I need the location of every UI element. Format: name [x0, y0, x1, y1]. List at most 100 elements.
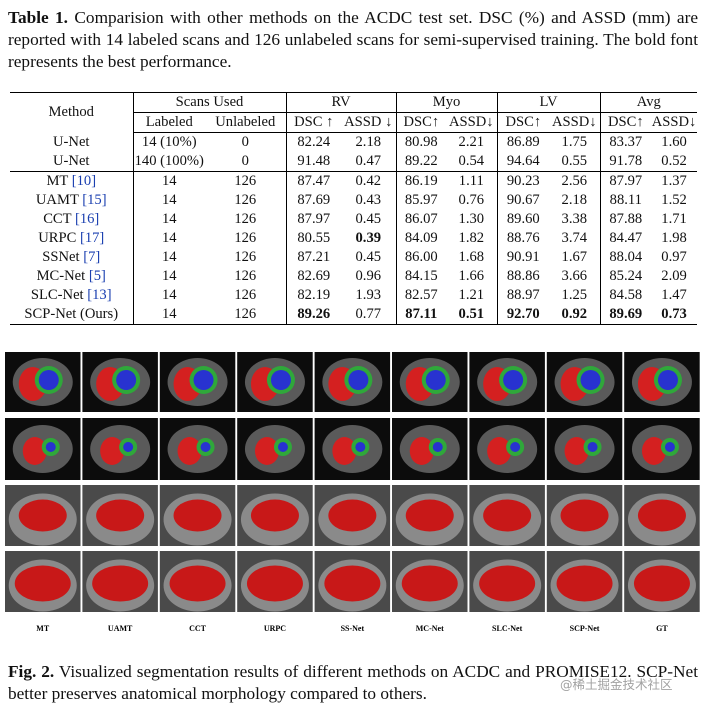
- value-cell: 3.38: [561, 211, 588, 227]
- value-cell: 87.21: [285, 248, 342, 267]
- value-cell: 2.18: [561, 192, 588, 208]
- method-cell: MC-Net [5]: [10, 267, 133, 286]
- subheader-metric: DSC ↑: [285, 112, 342, 133]
- value-cell: 87.11: [395, 305, 447, 325]
- lv: [38, 370, 59, 390]
- labeled-cell: 14: [132, 305, 205, 325]
- labeled-cell: 14: [132, 248, 205, 267]
- unlabeled-cell: 126: [205, 305, 287, 325]
- method-name: SLC-Net: [30, 287, 84, 303]
- value-cell: 82.24: [285, 132, 342, 152]
- prostate: [246, 565, 303, 602]
- value-cell: 82.19: [285, 286, 342, 305]
- thumbnail: [82, 418, 158, 480]
- method-cell: CCT [16]: [10, 210, 133, 229]
- prostate: [96, 499, 145, 532]
- value-cell: 87.97: [599, 171, 652, 191]
- thumbnail: [159, 352, 236, 412]
- rv: [254, 437, 279, 465]
- value-cell: 82.69: [285, 267, 342, 286]
- rv: [564, 437, 589, 465]
- thumbnail: [159, 551, 236, 612]
- value-cell: 88.86: [496, 267, 550, 286]
- lv: [193, 370, 214, 390]
- header-group: Myo: [395, 92, 498, 113]
- value-cell: 86.89: [496, 132, 550, 152]
- value-cell: 2.21: [458, 134, 485, 150]
- value-cell: 89.60: [496, 210, 550, 229]
- method-name: SSNet: [42, 249, 80, 265]
- labeled-cell: 140 (100%): [132, 152, 205, 172]
- method-cell: U-Net: [10, 133, 133, 153]
- value-cell: 1.52: [661, 192, 687, 208]
- value-cell: 89.26: [285, 305, 342, 325]
- value-cell: 1.75: [561, 134, 588, 150]
- value-cell: 88.11: [599, 191, 652, 210]
- table-row: UAMT [15] 14 126 87.69 0.43 85.97 0.76 90.67 2.1…: [10, 191, 697, 210]
- method-cell: URPC [17]: [10, 229, 133, 248]
- unlabeled-cell: 126: [234, 211, 257, 227]
- method-label: UAMT: [108, 624, 133, 633]
- value-cell: 87.47: [285, 171, 342, 191]
- value-cell: 0.54: [458, 153, 485, 169]
- table-row: CCT [16] 14 126 87.97 0.45 86.07 1.30 89.60 3.38…: [10, 210, 697, 229]
- prostate: [479, 565, 536, 602]
- value-cell: 1.11: [446, 171, 498, 191]
- lv: [45, 442, 56, 452]
- value-cell: 1.21: [458, 287, 485, 303]
- method-cell: UAMT [15]: [10, 191, 133, 210]
- value-cell: 92.70: [496, 305, 550, 325]
- value-cell: 1.66: [458, 268, 485, 284]
- value-cell: 1.25: [561, 287, 588, 303]
- lv: [664, 442, 675, 452]
- thumbnail: [469, 551, 545, 612]
- subheader-metric: DSC↑: [496, 112, 550, 133]
- prostate: [173, 499, 222, 532]
- prostate: [18, 499, 67, 532]
- lv: [510, 442, 521, 452]
- rv: [487, 437, 512, 465]
- citation: [5]: [88, 268, 106, 284]
- value-cell: 0.77: [341, 305, 397, 325]
- value-cell: 1.98: [661, 230, 687, 246]
- method-name: U-Net: [53, 133, 90, 150]
- value-cell: 85.24: [599, 267, 652, 286]
- thumbnail: [237, 418, 313, 480]
- lv: [348, 370, 369, 390]
- prostate: [556, 565, 613, 602]
- thumbnail: [392, 485, 468, 546]
- thumbnail: [624, 418, 700, 480]
- value-cell: 0.47: [355, 153, 382, 169]
- thumbnail: [314, 551, 391, 612]
- value-cell: 83.37: [599, 132, 652, 152]
- figure-caption-label: Fig. 2.: [8, 662, 55, 681]
- method-name: SCP-Net (Ours): [24, 306, 119, 322]
- lv: [355, 442, 366, 452]
- method-label: SCP-Net: [570, 624, 600, 633]
- method-label: MT: [36, 624, 50, 633]
- value-cell: 0.76: [458, 192, 485, 208]
- table-row: MT [10] 14 126 87.47 0.42 86.19 1.11 90.23 2.56 8…: [10, 171, 698, 191]
- table-caption: Table 1. Comparision with other methods …: [8, 7, 698, 73]
- labeled-cell: 14: [132, 191, 205, 210]
- subheader-metric: DSC↑: [395, 112, 447, 133]
- table-row: U-Net 14 (10%) 0 82.24 2.18 80.98 2.21 86.89 1.7…: [10, 132, 697, 153]
- thumbnail: [392, 551, 468, 612]
- caption-label: Table 1.: [8, 8, 69, 27]
- citation: [10]: [71, 173, 97, 189]
- thumbnail: [546, 551, 623, 612]
- value-cell: 87.88: [599, 210, 652, 229]
- value-cell: 80.55: [285, 229, 342, 248]
- value-cell: 89.22: [395, 152, 447, 172]
- unlabeled-cell: 126: [234, 249, 257, 265]
- thumbnail: [469, 418, 545, 480]
- thumbnail: [546, 485, 623, 546]
- value-cell: 90.91: [496, 248, 550, 267]
- value-cell: 86.07: [395, 210, 447, 229]
- lv: [657, 370, 678, 390]
- unlabeled-cell: 0: [241, 153, 249, 169]
- thumbnail: [82, 485, 158, 546]
- thumbnail: [82, 551, 158, 612]
